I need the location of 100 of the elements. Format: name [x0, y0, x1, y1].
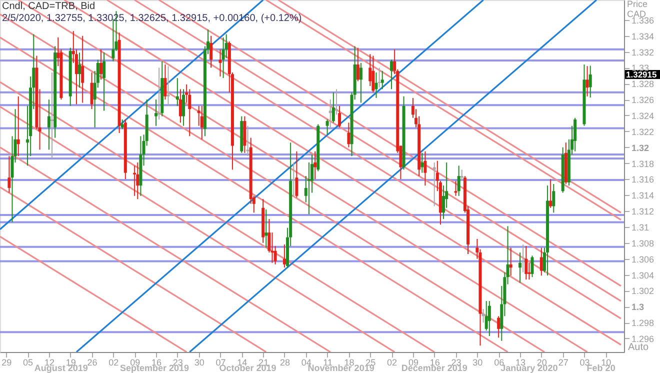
y-axis-title: Price CAD — [627, 0, 648, 19]
candlestick — [78, 52, 82, 88]
candlestick — [182, 88, 186, 126]
x-tick-label: 30 — [472, 358, 483, 368]
y-tick-label: 1.298 — [632, 318, 654, 328]
candlestick — [8, 156, 11, 194]
x-tick-label: 30 — [194, 358, 204, 368]
candlestick — [99, 48, 102, 80]
candlestick — [222, 36, 225, 79]
candlestick — [307, 162, 310, 215]
y-tick-label: 1.322 — [632, 126, 654, 137]
candlestick — [218, 48, 222, 77]
x-tick-label: 29 — [2, 358, 12, 368]
candlestick — [374, 72, 378, 98]
candlestick — [166, 66, 170, 106]
candlestick — [136, 162, 140, 200]
candlestick — [347, 122, 350, 148]
y-tick-label: 1.328 — [632, 79, 654, 90]
x-tick-label: 27 — [558, 358, 568, 368]
candlestick — [356, 47, 360, 82]
candlestick — [372, 55, 375, 93]
y-tick-label: 1.334 — [632, 31, 654, 42]
candlestick — [314, 150, 317, 180]
candlestick — [210, 35, 213, 68]
y-tick-label: 1.314 — [632, 190, 654, 201]
candlestick — [588, 65, 592, 98]
x-tick-label: 18 — [344, 358, 354, 368]
y-tick-label: 1.302 — [632, 286, 654, 296]
candlestick — [102, 52, 106, 112]
candlestick — [524, 246, 528, 280]
x-tick-label: 04 — [301, 358, 312, 368]
y-tick-label: 1.3 — [632, 302, 644, 312]
candlestick — [454, 180, 458, 196]
y-tick-label: 1.316 — [632, 174, 654, 185]
y-tick-label: 1.318 — [632, 158, 654, 169]
text: Auto — [628, 342, 650, 353]
y-tick-label: 1.332 — [632, 47, 654, 58]
candlestick — [359, 62, 362, 104]
candlestick — [332, 92, 335, 124]
candlestick — [47, 99, 50, 150]
candlestick — [16, 96, 20, 157]
candlestick — [176, 78, 179, 106]
candlestick — [338, 105, 342, 128]
candlestick — [246, 125, 250, 157]
y-tick-label: 1.306 — [632, 254, 654, 264]
candlestick — [390, 59, 394, 90]
candlestick — [497, 316, 500, 338]
x-tick-label: 03 — [580, 358, 590, 368]
x-tick-label: 12 — [44, 358, 54, 368]
candlestick — [282, 244, 286, 268]
y-tick-label: 1.32 — [632, 142, 650, 153]
candlestick — [154, 99, 158, 126]
y-tick-label: 1.304 — [632, 270, 654, 280]
candlestick — [380, 70, 384, 90]
candlestick — [200, 105, 204, 140]
candlestick — [81, 35, 84, 104]
candlestick — [378, 67, 381, 88]
candlestick — [264, 208, 268, 248]
candlestick — [326, 118, 329, 136]
y-tick-label: 1.31 — [632, 222, 650, 232]
candlestick — [120, 118, 124, 130]
x-tick-label: 02 — [387, 358, 398, 368]
candlestick — [457, 165, 460, 196]
x-tick-label: 13 — [515, 358, 526, 368]
candlestick — [574, 117, 577, 152]
candlestick — [424, 150, 427, 186]
candlestick — [518, 252, 522, 284]
x-tick-label: 02 — [108, 358, 119, 368]
candlestick — [528, 262, 531, 280]
candlestick — [292, 162, 296, 196]
candlestick — [488, 300, 491, 337]
y-tick-label: 1.326 — [632, 95, 654, 106]
candlestick — [164, 64, 167, 100]
y-tick-label: 1.308 — [632, 238, 654, 248]
candlestick — [530, 255, 534, 278]
y-tick-label: 1.324 — [632, 110, 654, 121]
candlestick — [549, 178, 552, 208]
candlestick — [509, 247, 512, 276]
x-tick-label: 05 — [23, 358, 34, 368]
candlestick — [90, 72, 94, 110]
x-tick-label: 11 — [323, 358, 332, 368]
candlestick — [460, 169, 464, 182]
candlestick — [328, 99, 332, 128]
candlestick — [188, 88, 192, 137]
x-tick-label: 28 — [280, 358, 290, 368]
candlestick — [552, 183, 556, 214]
candlestick — [334, 88, 338, 116]
candlestick — [420, 152, 424, 174]
candlestick — [432, 162, 436, 207]
candlestick — [540, 247, 543, 276]
candlestick — [158, 67, 161, 120]
x-tick-label: 06 — [494, 358, 504, 368]
y-tick-label: 1.312 — [632, 206, 654, 217]
candlestick — [178, 88, 182, 124]
y-tick-label: 1.296 — [632, 334, 654, 344]
candlestick — [50, 72, 54, 158]
candlestick — [295, 150, 298, 198]
candlestick — [133, 165, 136, 196]
x-tick-label: 26 — [87, 358, 98, 368]
candlestick — [586, 66, 589, 97]
